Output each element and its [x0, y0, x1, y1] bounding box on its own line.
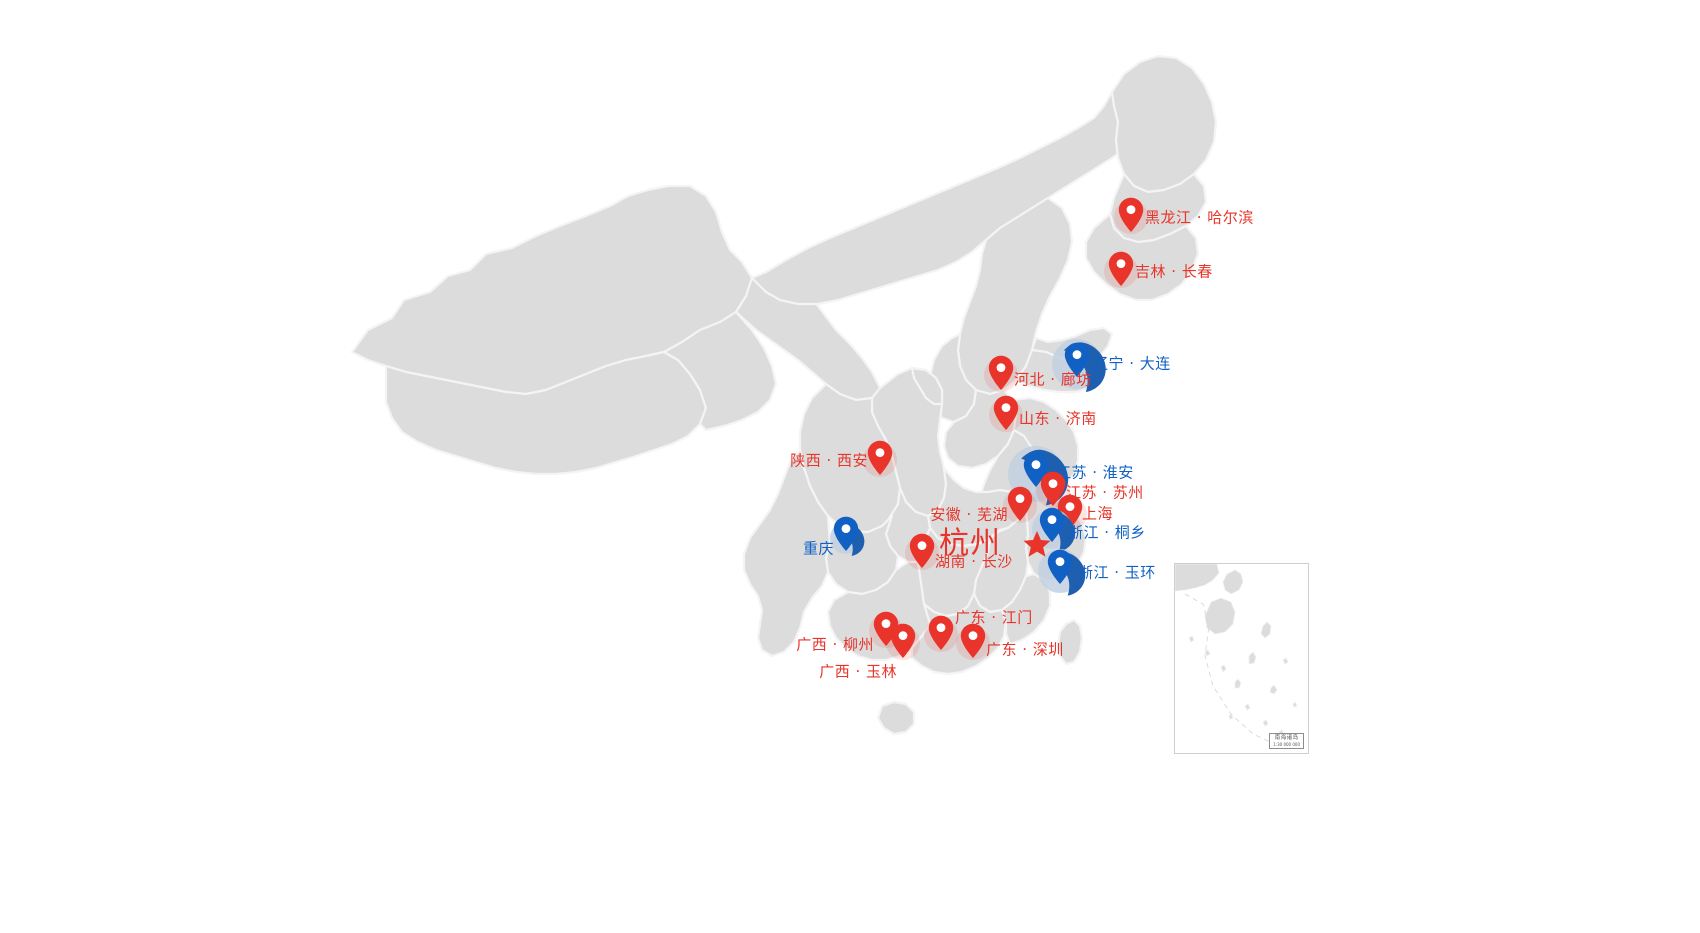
map-pin-icon[interactable] [909, 533, 935, 569]
inset-scale-title: 南海诸岛 [1274, 735, 1299, 742]
marker-label-langfang: 河北 · 廊坊 [1014, 370, 1092, 389]
map-pin-icon[interactable] [890, 623, 916, 659]
map-pin-icon[interactable] [1023, 452, 1049, 488]
marker-label-liuzhou: 广西 · 柳州 [796, 635, 874, 654]
marker-label-yuhuan: 浙江 · 玉环 [1078, 563, 1156, 582]
marker-label-changsha: 湖南 · 长沙 [935, 552, 1013, 571]
inset-scale-bar: 南海诸岛 1:30 000 000 [1269, 733, 1304, 749]
map-pin-icon[interactable] [1064, 342, 1090, 378]
marker-label-xian: 陕西 · 西安 [790, 451, 868, 470]
marker-label-wuhu: 安徽 · 芜湖 [930, 505, 1008, 524]
marker-label-tongxiang: 浙江 · 桐乡 [1068, 523, 1146, 542]
star-icon [1023, 531, 1051, 557]
map-pin-icon[interactable] [1118, 197, 1144, 233]
south-china-sea-inset: 南海诸岛 1:30 000 000 [1174, 563, 1309, 754]
home-city-label: 杭州 [939, 526, 1001, 561]
map-pin-icon[interactable] [1039, 507, 1065, 543]
inset-map-shapes [1175, 564, 1308, 753]
map-pin-icon[interactable] [867, 440, 893, 476]
map-pin-icon[interactable] [988, 355, 1014, 391]
map-pin-icon[interactable] [1007, 486, 1033, 522]
marker-label-jinan: 山东 · 济南 [1019, 409, 1097, 428]
map-pin-icon[interactable] [993, 395, 1019, 431]
marker-label-suzhou: 江苏 · 苏州 [1066, 483, 1144, 502]
marker-label-shenzhen: 广东 · 深圳 [986, 640, 1064, 659]
map-pin-icon[interactable] [1108, 251, 1134, 287]
marker-label-harbin: 黑龙江 · 哈尔滨 [1145, 208, 1254, 227]
map-pin-icon[interactable] [1040, 471, 1066, 507]
inset-scale-value: 1:30 000 000 [1273, 742, 1300, 747]
marker-label-chongqing: 重庆 [802, 539, 834, 558]
map-pin-icon[interactable] [928, 615, 954, 651]
marker-label-shanghai: 上海 [1082, 504, 1114, 523]
marker-label-huaian: 江苏 · 淮安 [1056, 463, 1134, 482]
marker-label-changchun: 吉林 · 长春 [1135, 262, 1213, 281]
marker-label-yulin: 广西 · 玉林 [819, 662, 897, 681]
marker-label-dalian: 辽宁 · 大连 [1093, 354, 1171, 373]
marker-label-jiangmen: 广东 · 江门 [955, 608, 1033, 627]
map-pin-icon[interactable] [833, 516, 859, 552]
map-pin-icon[interactable] [1047, 549, 1073, 585]
map-pin-icon[interactable] [960, 623, 986, 659]
